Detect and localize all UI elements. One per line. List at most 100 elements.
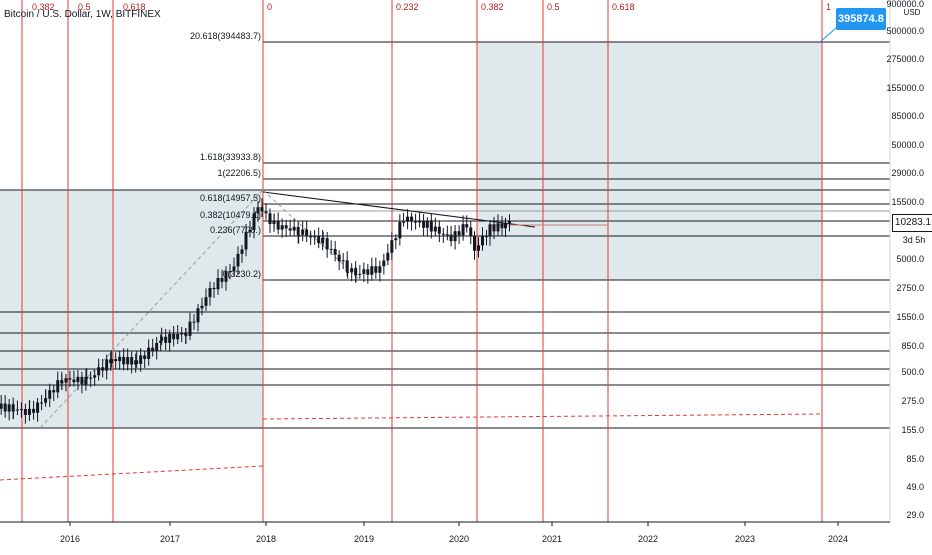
trend-lines-layer (0, 27, 837, 481)
candle-body (248, 229, 252, 233)
candle-body (228, 271, 232, 273)
price-axis-tick: 275.0 (901, 396, 924, 406)
time-axis-tick: 2017 (160, 534, 180, 544)
candle-body (196, 308, 200, 323)
candle-body (172, 333, 176, 340)
candle-body (485, 236, 488, 238)
candle-body (143, 355, 147, 359)
target-callout[interactable]: 395874.8 (836, 8, 886, 30)
candle-body (122, 356, 126, 365)
candle-body (101, 367, 105, 371)
candle-body (321, 237, 325, 239)
price-axis-tick: 1550.0 (896, 312, 924, 322)
candle-body (72, 379, 76, 383)
candle-body (382, 260, 386, 267)
candle-body (151, 347, 155, 351)
candle-body (264, 211, 268, 214)
last-price-label[interactable]: 10283.1 (892, 214, 932, 232)
candle-body (350, 268, 354, 273)
candle-body (354, 274, 358, 276)
candle-body (192, 321, 196, 323)
dashed-trend-line-upper (262, 413, 823, 420)
chart-title: Bitcoin / U.S. Dollar, 1W, BITFINEX (4, 9, 161, 20)
candle-body (465, 224, 469, 228)
fib-extension-label: 0.382(10479.1) (200, 210, 261, 220)
candle-body (216, 277, 220, 290)
price-axis-tick: 50000.0 (891, 140, 924, 150)
candle-body (284, 225, 288, 229)
candle-body (52, 390, 56, 393)
price-axis-tick: 85.0 (906, 454, 924, 464)
candle-body (292, 226, 296, 231)
candle-body (7, 404, 11, 412)
candle-body (110, 359, 114, 364)
price-axis-tick: 500.0 (901, 367, 924, 377)
candle-body (496, 223, 500, 232)
candle-body (309, 236, 313, 238)
candle-body (15, 409, 19, 411)
price-axis-tick: 49.0 (906, 482, 924, 492)
bar-countdown-value: 3d 5h (902, 235, 926, 245)
candle-body (280, 225, 284, 230)
candle-body (48, 390, 52, 399)
candle-body (425, 221, 429, 228)
candle-body (28, 408, 32, 410)
candle-body (394, 238, 398, 241)
candle-body (370, 266, 374, 275)
price-axis-currency: USD (904, 8, 921, 17)
candle-body (139, 355, 143, 364)
candle-body (437, 226, 441, 234)
candle-body (204, 297, 208, 306)
fib-extension-label: 0.236(7708.) (210, 225, 261, 235)
candle-body (32, 408, 36, 413)
fib-time-zone-label: 0.618 (612, 2, 635, 12)
candle-body (268, 213, 272, 224)
price-axis-tick: 2750.0 (896, 283, 924, 293)
candle-body (433, 226, 437, 232)
candle-body (60, 382, 64, 384)
candle-body (76, 376, 80, 383)
candle-body (453, 231, 457, 242)
candle-body (362, 269, 366, 274)
candle-body (414, 221, 418, 223)
time-axis-tick: 2020 (449, 534, 469, 544)
candle-body (68, 378, 72, 380)
price-axis-tick: 155.0 (901, 425, 924, 435)
candle-body (19, 409, 23, 411)
time-axis-tick: 2022 (638, 534, 658, 544)
candle-body (36, 402, 40, 413)
candle-body (147, 347, 151, 359)
candle-body (80, 376, 84, 385)
price-axis-tick: 155000.0 (886, 83, 924, 93)
dashed-trend-line-lower (0, 465, 264, 481)
candle-body (386, 252, 390, 261)
time-axis-tick: 2024 (828, 534, 848, 544)
horizontal-lines-layer (0, 41, 890, 429)
candle-body (457, 231, 461, 236)
candle-body (168, 333, 172, 343)
candle-body (402, 221, 406, 223)
candle-body (445, 234, 449, 236)
price-axis-tick: 5000.0 (896, 254, 924, 264)
candle-body (398, 222, 402, 239)
candle-body (488, 224, 492, 237)
candle-body (346, 271, 350, 273)
candle-body (418, 220, 422, 223)
candle-body (410, 216, 414, 222)
candle-body (97, 367, 101, 376)
candle-body (325, 238, 329, 250)
shaded-box-right (477, 42, 822, 280)
fib-time-zone-label: 0.618 (123, 2, 146, 12)
fib-extension-label: 1.618(33933.8) (200, 152, 261, 162)
price-axis-tick: 15500.0 (891, 197, 924, 207)
candle-body (305, 229, 309, 237)
candle-body (256, 207, 260, 214)
time-axis-tick: 2019 (354, 534, 374, 544)
target-callout-value: 395874.8 (838, 13, 884, 25)
bar-countdown-label: 3d 5h (898, 233, 930, 247)
fib-time-zone-layer: 0.382 0.5 0.618 0 0.232 0.382 0.5 0.618 1 (21, 0, 831, 522)
candle-body (232, 266, 236, 272)
price-axis-tick: 29000.0 (891, 168, 924, 178)
